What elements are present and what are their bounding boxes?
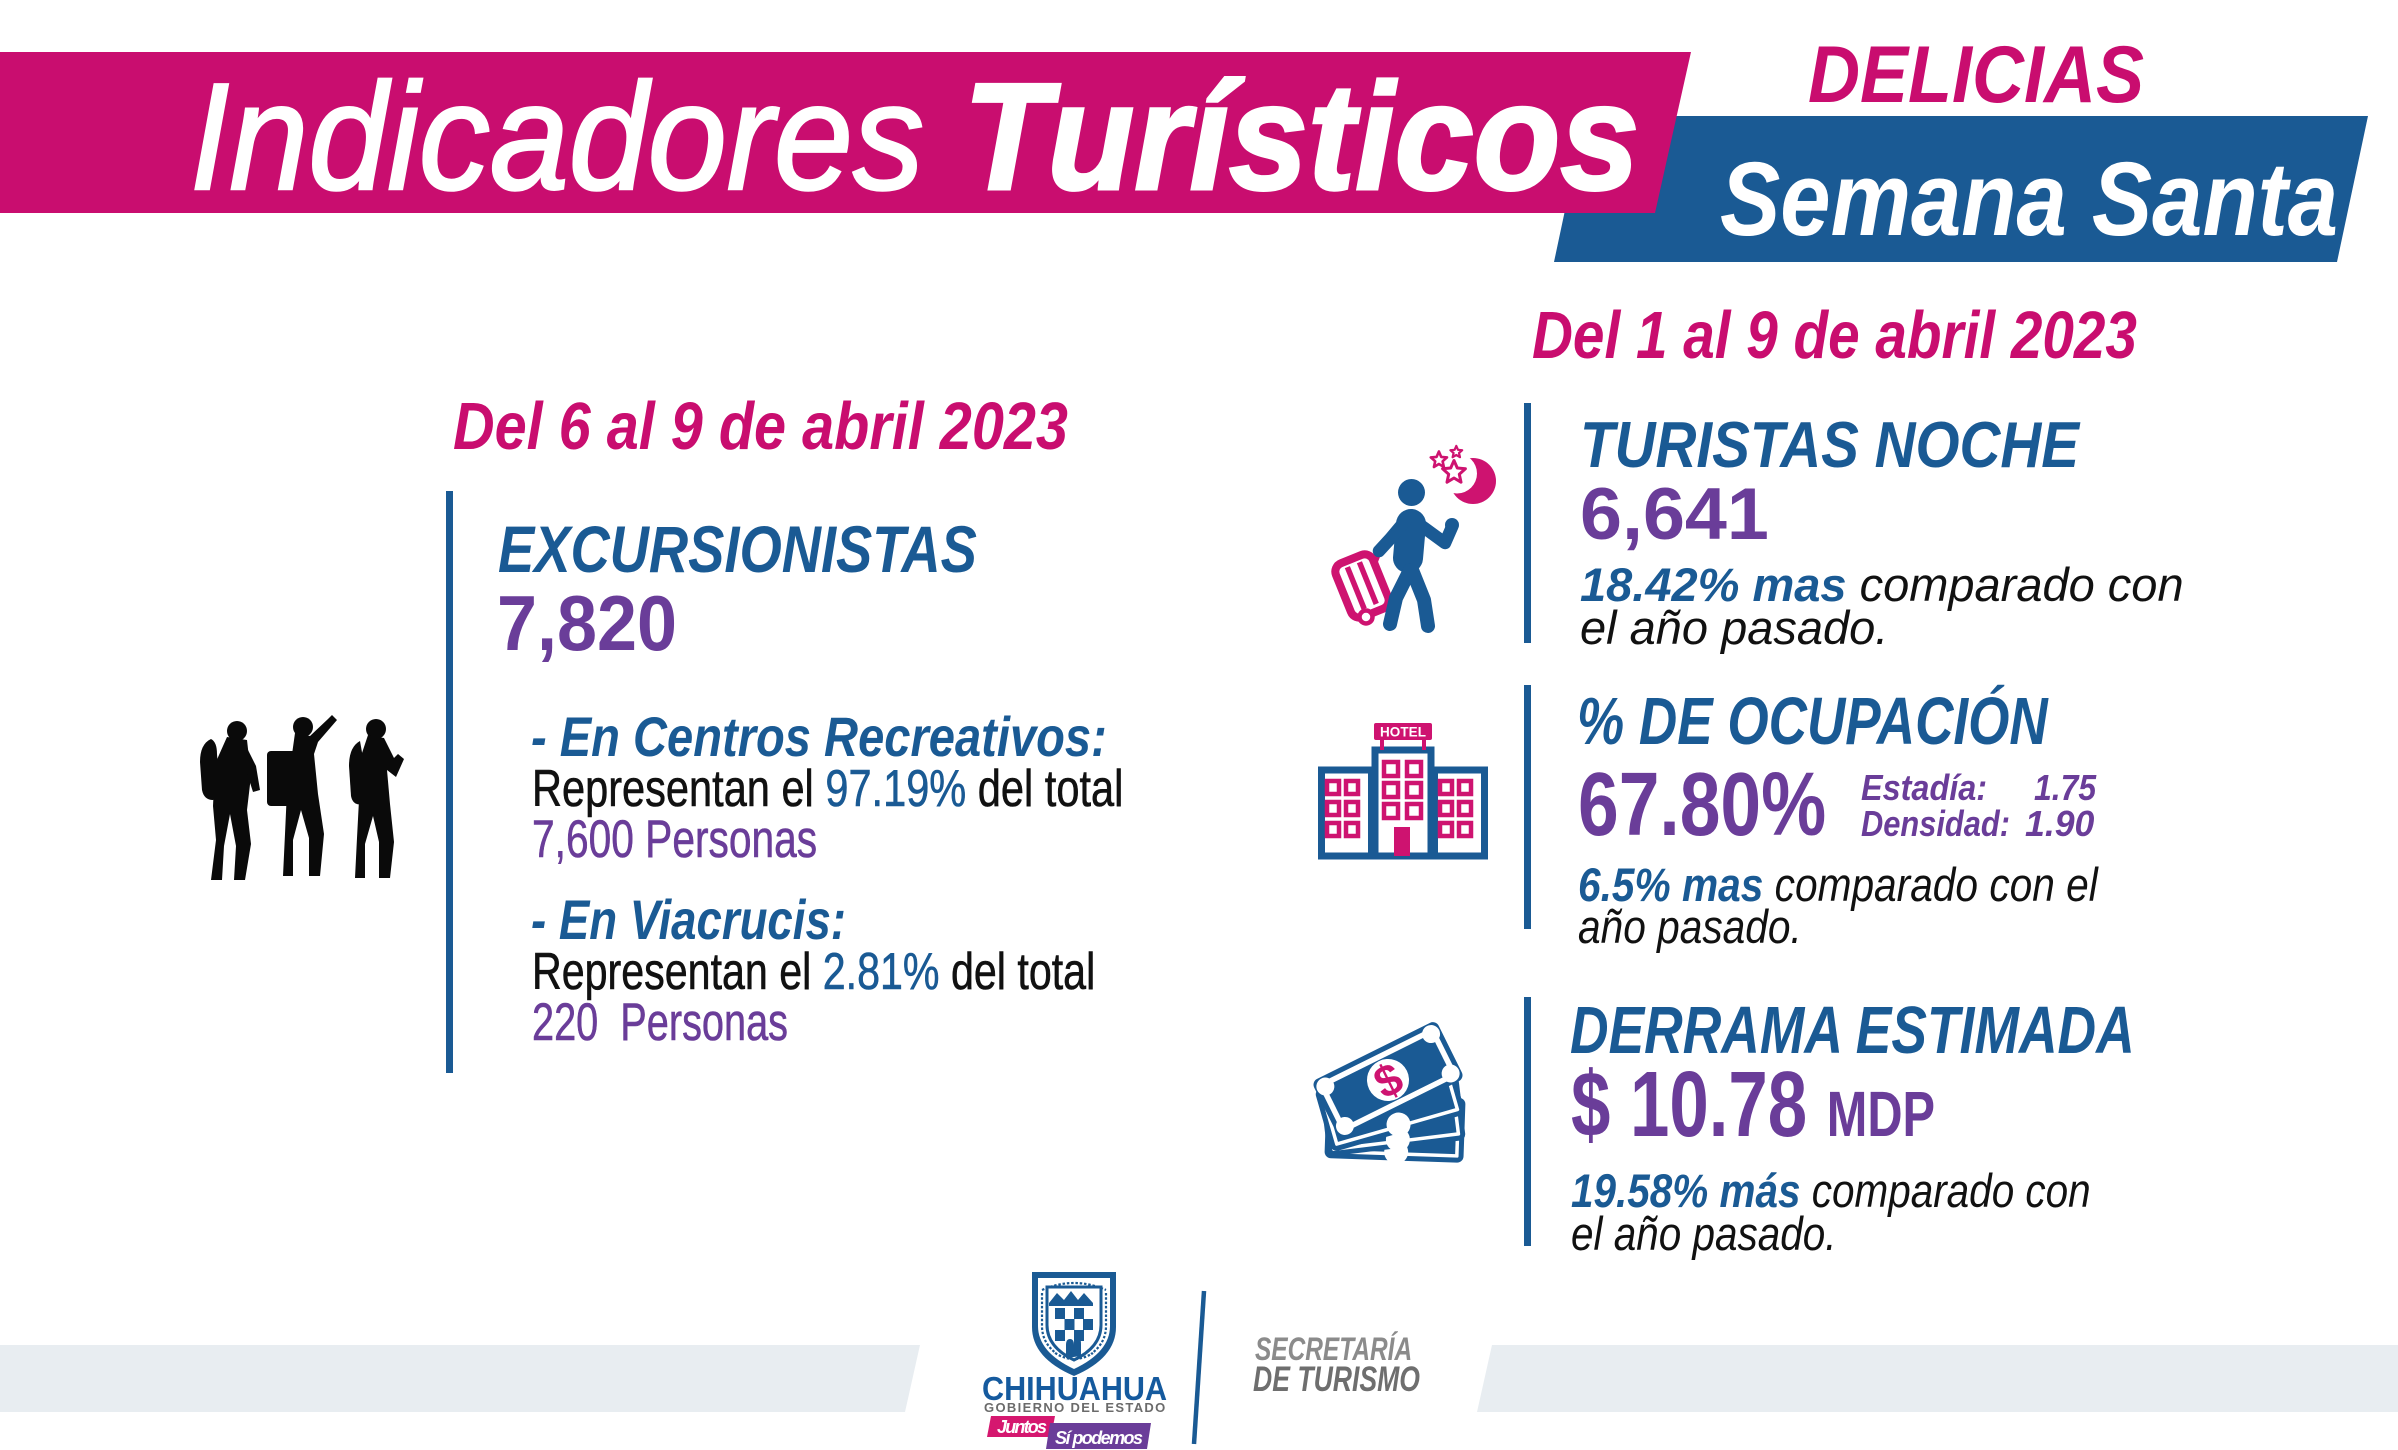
svg-text:Juntos: Juntos	[997, 1417, 1047, 1437]
svg-text:Sí podemos: Sí podemos	[1055, 1428, 1143, 1448]
svg-text:HOTEL: HOTEL	[1380, 725, 1426, 740]
